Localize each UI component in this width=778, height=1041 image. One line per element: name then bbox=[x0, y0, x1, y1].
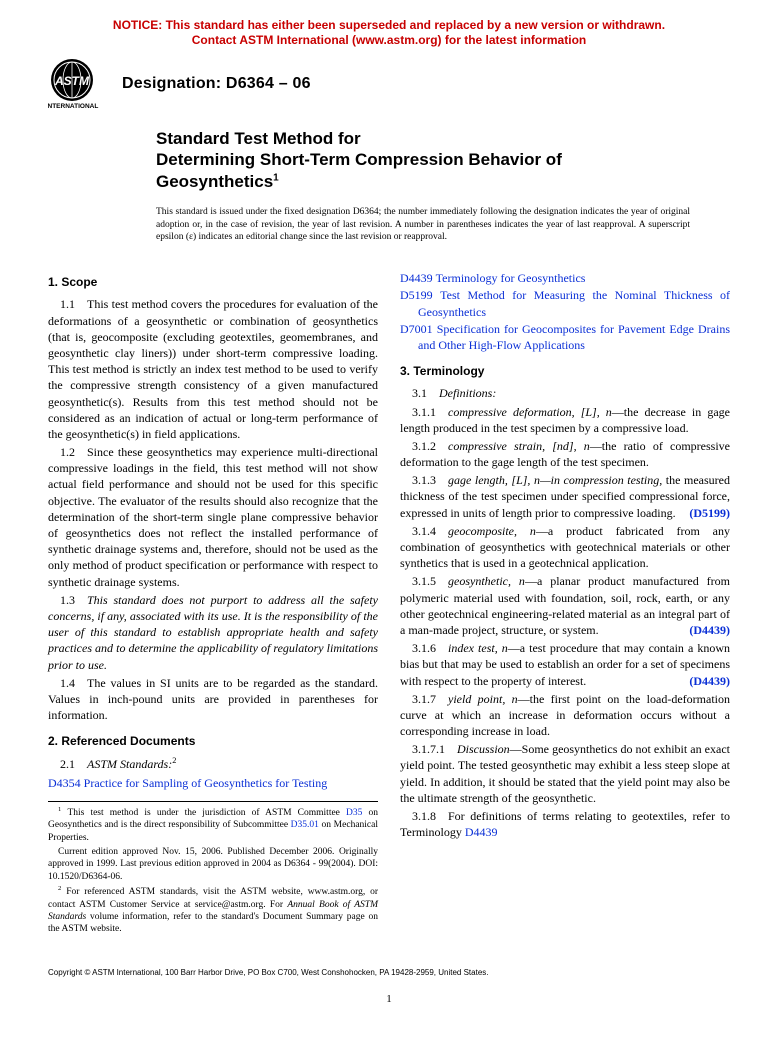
left-column: 1. Scope 1.1 This test method covers the… bbox=[48, 270, 378, 937]
notice-line2: Contact ASTM International (www.astm.org… bbox=[192, 33, 586, 47]
notice-banner: NOTICE: This standard has either been su… bbox=[48, 18, 730, 48]
para-3-1-5: 3.1.5 geosynthetic, n—a planar product m… bbox=[400, 573, 730, 638]
footnotes: 1 This test method is under the jurisdic… bbox=[48, 801, 378, 936]
section-2-heading: 2. Referenced Documents bbox=[48, 733, 378, 749]
ref-d4439: D4439 Terminology for Geosynthetics bbox=[400, 270, 730, 286]
footnote-1b: Current edition approved Nov. 15, 2006. … bbox=[48, 846, 378, 883]
ref-d7001-text[interactable]: Specification for Geocomposites for Pave… bbox=[418, 322, 730, 352]
ref-d4354: D4354 Practice for Sampling of Geosynthe… bbox=[48, 775, 378, 791]
section-3-heading: 3. Terminology bbox=[400, 363, 730, 379]
para-1-1: 1.1 This test method covers the procedur… bbox=[48, 296, 378, 442]
standard-title: Standard Test Method for Determining Sho… bbox=[156, 128, 730, 192]
footnote-1: 1 This test method is under the jurisdic… bbox=[48, 806, 378, 844]
ref-inline-d4439-a[interactable]: (D4439) bbox=[677, 622, 730, 638]
para-3-1-6: 3.1.6 index test, n—a test procedure tha… bbox=[400, 640, 730, 689]
two-column-body: 1. Scope 1.1 This test method covers the… bbox=[48, 270, 730, 937]
para-3-1: 3.1 Definitions: bbox=[400, 385, 730, 401]
para-1-2: 1.2 Since these geosynthetics may experi… bbox=[48, 444, 378, 590]
ref-d4439-code[interactable]: D4439 bbox=[400, 271, 433, 285]
ref-inline-d4439-c[interactable]: D4439 bbox=[465, 825, 498, 839]
ref-d5199-code[interactable]: D5199 bbox=[400, 288, 433, 302]
para-1-3-text: This standard does not purport to addres… bbox=[48, 593, 378, 672]
copyright-line: Copyright © ASTM International, 100 Barr… bbox=[48, 968, 730, 977]
page: NOTICE: This standard has either been su… bbox=[0, 0, 778, 1035]
designation: Designation: D6364 – 06 bbox=[122, 75, 311, 93]
page-number: 1 bbox=[48, 993, 730, 1005]
ref-d7001-code[interactable]: D7001 bbox=[400, 322, 433, 336]
notice-line1: NOTICE: This standard has either been su… bbox=[113, 18, 665, 32]
para-1-3: 1.3 This standard does not purport to ad… bbox=[48, 592, 378, 673]
para-3-1-7: 3.1.7 yield point, n—the first point on … bbox=[400, 691, 730, 740]
header-row: ASTM INTERNATIONAL Designation: D6364 – … bbox=[48, 58, 730, 110]
section-1-heading: 1. Scope bbox=[48, 274, 378, 290]
ref-d4354-text[interactable]: Practice for Sampling of Geosynthetics f… bbox=[84, 776, 328, 790]
svg-text:INTERNATIONAL: INTERNATIONAL bbox=[48, 103, 98, 110]
para-3-1-7-1: 3.1.7.1 Discussion—Some geosynthetics do… bbox=[400, 741, 730, 806]
issuance-note: This standard is issued under the fixed … bbox=[156, 206, 730, 244]
para-2-1: 2.1 ASTM Standards:2 bbox=[48, 755, 378, 772]
ref-inline-d4439-b[interactable]: (D4439) bbox=[677, 673, 730, 689]
para-3-1-4: 3.1.4 geocomposite, n—a product fabricat… bbox=[400, 523, 730, 572]
svg-text:ASTM: ASTM bbox=[54, 74, 90, 88]
para-3-1-8: 3.1.8 For definitions of terms relating … bbox=[400, 808, 730, 840]
ref-d7001: D7001 Specification for Geocomposites fo… bbox=[400, 321, 730, 353]
ref-d4439-text[interactable]: Terminology for Geosynthetics bbox=[436, 271, 586, 285]
astm-logo-icon: ASTM INTERNATIONAL bbox=[48, 58, 108, 110]
footnote-2: 2 For referenced ASTM standards, visit t… bbox=[48, 885, 378, 936]
ref-inline-d5199[interactable]: (D5199) bbox=[677, 505, 730, 521]
footnote-link-d3501[interactable]: D35.01 bbox=[291, 820, 319, 830]
footnote-link-d35[interactable]: D35 bbox=[346, 808, 362, 818]
title-block: Standard Test Method for Determining Sho… bbox=[156, 128, 730, 192]
ref-d5199-text[interactable]: Test Method for Measuring the Nominal Th… bbox=[418, 288, 730, 318]
para-3-1-2: 3.1.2 compressive strain, [nd], n—the ra… bbox=[400, 438, 730, 470]
ref-d5199: D5199 Test Method for Measuring the Nomi… bbox=[400, 287, 730, 319]
para-3-1-1: 3.1.1 compressive deformation, [L], n—th… bbox=[400, 404, 730, 436]
ref-d4354-code[interactable]: D4354 bbox=[48, 776, 81, 790]
para-3-1-3: 3.1.3 gage length, [L], n—in compression… bbox=[400, 472, 730, 521]
right-column: D4439 Terminology for Geosynthetics D519… bbox=[400, 270, 730, 937]
para-1-4: 1.4 The values in SI units are to be reg… bbox=[48, 675, 378, 724]
